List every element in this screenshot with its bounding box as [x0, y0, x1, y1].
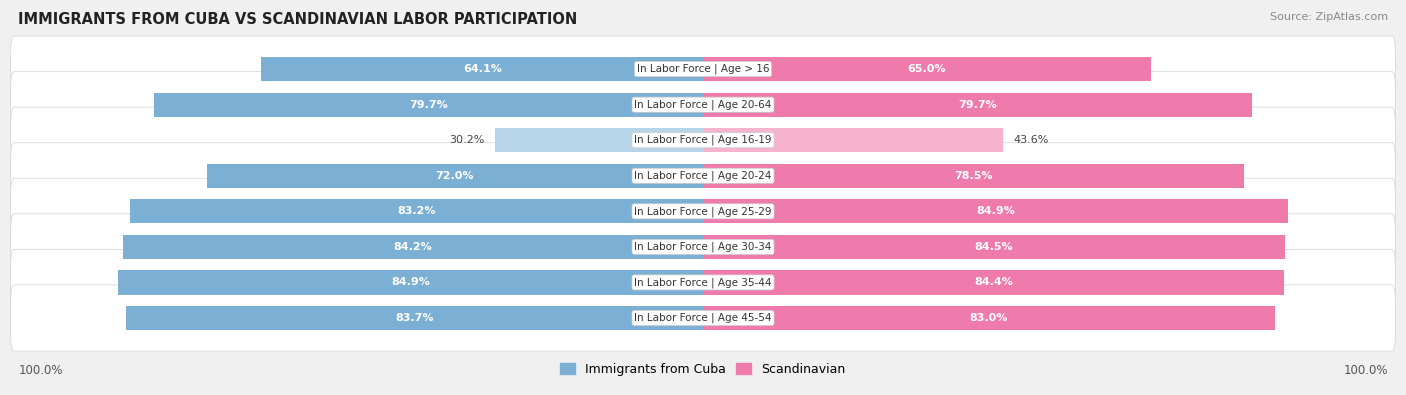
Text: 83.0%: 83.0%	[970, 313, 1008, 323]
Text: In Labor Force | Age 16-19: In Labor Force | Age 16-19	[634, 135, 772, 145]
Bar	[262, 57, 703, 81]
Bar	[703, 164, 1244, 188]
Text: 79.7%: 79.7%	[957, 100, 997, 110]
Bar	[153, 92, 703, 117]
Bar	[703, 306, 1275, 330]
Text: 30.2%: 30.2%	[450, 135, 485, 145]
Text: 72.0%: 72.0%	[436, 171, 474, 181]
Text: Source: ZipAtlas.com: Source: ZipAtlas.com	[1270, 12, 1388, 22]
Legend: Immigrants from Cuba, Scandinavian: Immigrants from Cuba, Scandinavian	[555, 358, 851, 381]
Text: 84.5%: 84.5%	[974, 242, 1014, 252]
Text: 84.2%: 84.2%	[394, 242, 432, 252]
FancyBboxPatch shape	[11, 107, 1395, 173]
Text: 100.0%: 100.0%	[1343, 364, 1388, 377]
Text: 84.9%: 84.9%	[976, 206, 1015, 216]
Text: 65.0%: 65.0%	[908, 64, 946, 74]
Text: In Labor Force | Age 35-44: In Labor Force | Age 35-44	[634, 277, 772, 288]
Bar	[129, 199, 703, 224]
Text: In Labor Force | Age 25-29: In Labor Force | Age 25-29	[634, 206, 772, 216]
Bar	[703, 270, 1285, 295]
FancyBboxPatch shape	[11, 36, 1395, 102]
Bar	[703, 92, 1253, 117]
Text: 43.6%: 43.6%	[1014, 135, 1049, 145]
FancyBboxPatch shape	[11, 71, 1395, 138]
Text: In Labor Force | Age 20-24: In Labor Force | Age 20-24	[634, 171, 772, 181]
Bar	[703, 57, 1152, 81]
Bar	[703, 199, 1288, 224]
Bar	[703, 128, 1004, 152]
Text: 83.7%: 83.7%	[395, 313, 434, 323]
Bar	[122, 235, 703, 259]
Bar	[118, 270, 703, 295]
Bar	[127, 306, 703, 330]
Text: IMMIGRANTS FROM CUBA VS SCANDINAVIAN LABOR PARTICIPATION: IMMIGRANTS FROM CUBA VS SCANDINAVIAN LAB…	[18, 12, 578, 27]
Text: In Labor Force | Age 20-64: In Labor Force | Age 20-64	[634, 100, 772, 110]
Text: 84.4%: 84.4%	[974, 277, 1014, 288]
FancyBboxPatch shape	[11, 285, 1395, 351]
Text: 100.0%: 100.0%	[18, 364, 63, 377]
FancyBboxPatch shape	[11, 143, 1395, 209]
Text: In Labor Force | Age > 16: In Labor Force | Age > 16	[637, 64, 769, 74]
Text: In Labor Force | Age 45-54: In Labor Force | Age 45-54	[634, 313, 772, 323]
FancyBboxPatch shape	[11, 178, 1395, 245]
Text: 84.9%: 84.9%	[391, 277, 430, 288]
Bar	[495, 128, 703, 152]
Text: In Labor Force | Age 30-34: In Labor Force | Age 30-34	[634, 242, 772, 252]
FancyBboxPatch shape	[11, 249, 1395, 316]
FancyBboxPatch shape	[11, 214, 1395, 280]
Text: 78.5%: 78.5%	[955, 171, 993, 181]
Bar	[703, 235, 1285, 259]
Bar	[207, 164, 703, 188]
Text: 64.1%: 64.1%	[463, 64, 502, 74]
Text: 83.2%: 83.2%	[396, 206, 436, 216]
Text: 79.7%: 79.7%	[409, 100, 449, 110]
